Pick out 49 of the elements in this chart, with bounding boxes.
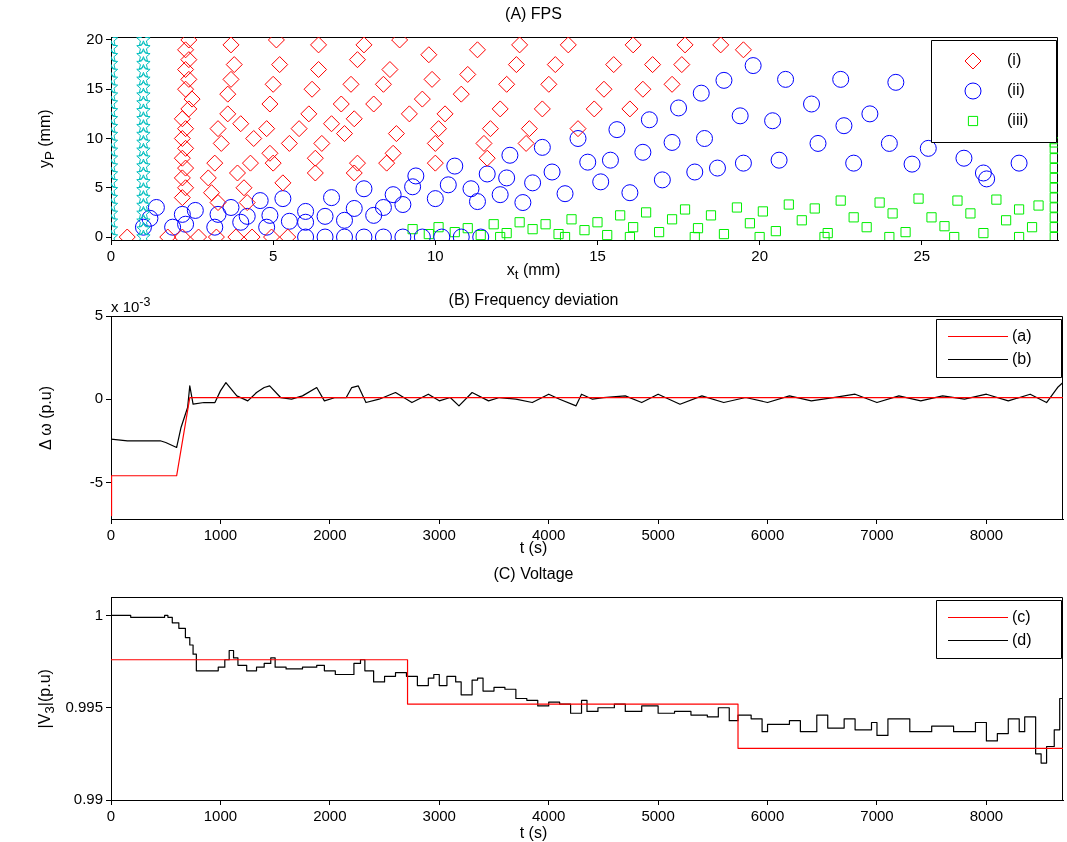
y-tick-label: 0: [94, 389, 103, 407]
x-tick-label: 0: [106, 247, 116, 265]
x-tick-label: 25: [913, 247, 931, 265]
y-tick-label: 0.99: [73, 790, 103, 808]
x-tick-label: 0: [106, 807, 116, 825]
y-tick-label: 5: [94, 177, 103, 195]
x-tick-label: 3000: [422, 526, 456, 544]
y-tick-label: 5: [94, 306, 103, 324]
chart-title: (A) FPS: [504, 5, 563, 22]
y-axis-title: Δ ω (p.u): [37, 385, 55, 450]
legend-label: (iii): [1007, 111, 1029, 129]
x-tick-label: 7000: [860, 807, 894, 825]
y-tick-label: 15: [86, 79, 103, 97]
x-axis-title: x$_{t}$ (mm): [506, 261, 561, 283]
x-tick-label: 0: [106, 526, 116, 544]
x-tick-label: 5000: [641, 526, 675, 544]
x-tick-label: 3000: [422, 807, 456, 825]
chart-title: (B) Frequency deviation: [448, 291, 619, 308]
legend-label: (ii): [1007, 81, 1025, 99]
x-tick-label: 15: [589, 247, 606, 265]
x-tick-label: 2000: [313, 526, 347, 544]
x-tick-label: 20: [751, 247, 768, 265]
x-tick-label: 4000: [532, 807, 566, 825]
y-tick-label: 20: [86, 30, 103, 48]
y-tick-label: 0: [94, 227, 103, 245]
x-axis-title: t (s): [518, 824, 549, 841]
legend-label: (i): [1007, 51, 1022, 69]
x-tick-label: 1000: [203, 807, 238, 825]
x-tick-label: 8000: [969, 807, 1004, 825]
x-axis-title: t (s): [519, 539, 548, 556]
x-tick-label: 10: [426, 247, 444, 265]
y-tick-label: -5: [89, 472, 103, 490]
x-tick-label: 5: [268, 247, 278, 265]
x-tick-label: 6000: [750, 526, 785, 544]
legend-label: (c): [1012, 607, 1031, 625]
legend-label: (d): [1012, 630, 1032, 648]
chart-title: (C) Voltage: [492, 565, 575, 582]
y-tick-label: 0.995: [65, 697, 103, 715]
x-tick-label: 7000: [860, 526, 894, 544]
y-tick-label: 10: [86, 128, 103, 146]
y-tick-label: 1: [94, 605, 103, 623]
x-tick-label: 2000: [313, 807, 347, 825]
text: x 10$^{-3}$: [111, 295, 151, 315]
x-tick-label: 6000: [750, 807, 785, 825]
x-tick-label: 5000: [641, 807, 675, 825]
x-tick-label: 8000: [969, 526, 1004, 544]
legend-label: (b): [1012, 349, 1032, 367]
x-tick-label: 1000: [203, 526, 238, 544]
legend-label: (a): [1012, 326, 1032, 344]
